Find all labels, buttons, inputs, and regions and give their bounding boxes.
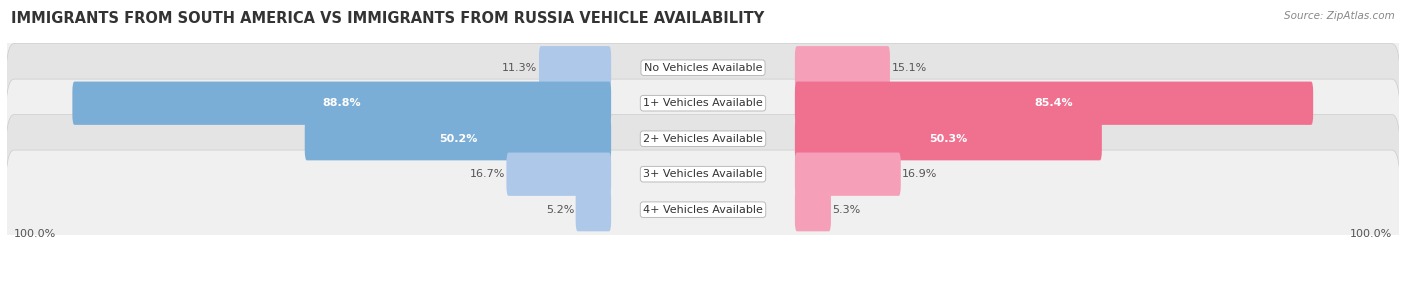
FancyBboxPatch shape xyxy=(794,152,901,196)
Text: 50.3%: 50.3% xyxy=(929,134,967,144)
FancyBboxPatch shape xyxy=(6,43,1400,163)
FancyBboxPatch shape xyxy=(6,115,1400,234)
FancyBboxPatch shape xyxy=(794,82,1313,125)
Text: 11.3%: 11.3% xyxy=(502,63,537,73)
FancyBboxPatch shape xyxy=(72,82,612,125)
Text: 100.0%: 100.0% xyxy=(1350,229,1392,239)
Text: 16.9%: 16.9% xyxy=(903,169,938,179)
FancyBboxPatch shape xyxy=(794,188,831,231)
Text: 5.3%: 5.3% xyxy=(832,205,860,215)
Text: 88.8%: 88.8% xyxy=(322,98,361,108)
FancyBboxPatch shape xyxy=(794,46,890,90)
Text: 85.4%: 85.4% xyxy=(1035,98,1073,108)
FancyBboxPatch shape xyxy=(6,150,1400,269)
Text: 3+ Vehicles Available: 3+ Vehicles Available xyxy=(643,169,763,179)
Text: IMMIGRANTS FROM SOUTH AMERICA VS IMMIGRANTS FROM RUSSIA VEHICLE AVAILABILITY: IMMIGRANTS FROM SOUTH AMERICA VS IMMIGRA… xyxy=(11,11,765,26)
Text: 2+ Vehicles Available: 2+ Vehicles Available xyxy=(643,134,763,144)
FancyBboxPatch shape xyxy=(305,117,612,160)
FancyBboxPatch shape xyxy=(506,152,612,196)
Text: 1+ Vehicles Available: 1+ Vehicles Available xyxy=(643,98,763,108)
Text: 5.2%: 5.2% xyxy=(546,205,574,215)
Text: 4+ Vehicles Available: 4+ Vehicles Available xyxy=(643,205,763,215)
FancyBboxPatch shape xyxy=(538,46,612,90)
Text: 15.1%: 15.1% xyxy=(891,63,927,73)
Text: 100.0%: 100.0% xyxy=(14,229,56,239)
Text: Source: ZipAtlas.com: Source: ZipAtlas.com xyxy=(1284,11,1395,21)
Text: 50.2%: 50.2% xyxy=(439,134,477,144)
FancyBboxPatch shape xyxy=(6,79,1400,198)
FancyBboxPatch shape xyxy=(6,8,1400,127)
FancyBboxPatch shape xyxy=(794,117,1102,160)
FancyBboxPatch shape xyxy=(575,188,612,231)
Text: No Vehicles Available: No Vehicles Available xyxy=(644,63,762,73)
Text: 16.7%: 16.7% xyxy=(470,169,505,179)
